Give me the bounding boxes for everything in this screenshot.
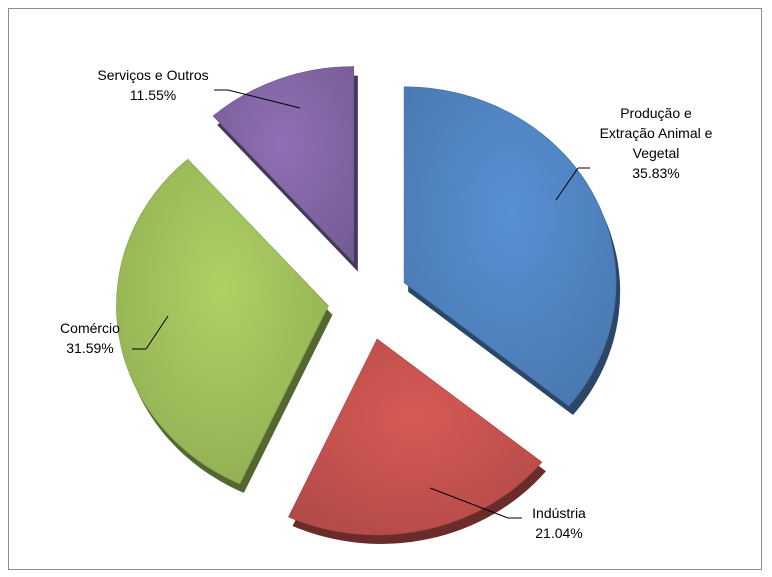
slice-label-2: Comércio 31.59% [60,320,120,356]
slice-label-3: Serviços e Outros 11.55% [97,67,208,103]
pie-slice-0 [403,86,617,407]
slice-label-0: Produção e Extração Animal e Vegetal 35.83% [600,105,713,181]
leader-line-0 [555,167,579,201]
slice-labels: Produção e Extração Animal e Vegetal 35.83%… [60,67,713,541]
pie-slice-2 [116,158,329,485]
pie-slice-1 [288,338,543,536]
slices [116,66,617,536]
slice-label-1: Indústria 21.04% [532,505,586,541]
pie-slice-3 [212,66,355,264]
leader-line-3 [227,89,301,109]
leader-line-2 [145,315,169,350]
leader-line-1 [429,487,509,519]
leader-lines [132,89,590,519]
